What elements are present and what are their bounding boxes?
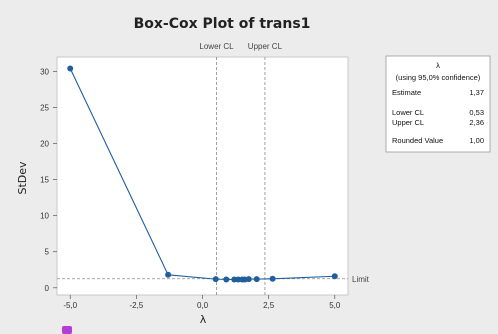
axes-layer: -5,0 -2,5 0,0 2,5 5,0 0 5 10 15 20 25 30 — [40, 67, 341, 310]
legend-subheader: (using 95,0% confidence) — [396, 73, 481, 82]
y-tick-label: 10 — [40, 212, 49, 221]
legend-row-label: Lower CL — [392, 108, 424, 117]
x-tick-label: -5,0 — [63, 301, 77, 310]
data-point — [212, 276, 219, 283]
x-tick-label: 2,5 — [263, 301, 275, 310]
data-point — [331, 273, 338, 280]
legend-row-value: 1,00 — [469, 136, 484, 145]
legend-row-label: Rounded Value — [392, 136, 443, 145]
y-tick-label: 0 — [45, 284, 50, 293]
data-point — [67, 65, 74, 72]
plot-area — [56, 56, 349, 296]
legend-row-value: 1,37 — [469, 88, 484, 97]
y-axis-label: StDev — [16, 161, 29, 195]
limit-label: Limit — [352, 275, 370, 284]
legend-header: λ — [436, 61, 440, 70]
legend-row-label: Estimate — [392, 88, 421, 97]
y-tick-label: 5 — [45, 248, 50, 257]
legend-box: λ (using 95,0% confidence) Estimate 1,37… — [385, 55, 491, 153]
x-axis-label: λ — [200, 313, 207, 326]
legend-row-label: Upper CL — [392, 118, 424, 127]
chart-title: Box-Cox Plot of trans1 — [134, 16, 311, 32]
legend-row-value: 2,36 — [469, 118, 484, 127]
x-tick-label: 5,0 — [329, 301, 341, 310]
x-tick-label: -2,5 — [129, 301, 143, 310]
y-tick-label: 30 — [40, 67, 49, 76]
y-tick-label: 15 — [40, 176, 49, 185]
data-point — [165, 271, 172, 278]
y-tick-label: 25 — [40, 103, 49, 112]
app-icon — [62, 326, 72, 334]
series-layer — [67, 65, 338, 283]
reference-lines: Lower CL Upper CL Limit — [57, 42, 370, 295]
y-tick-label: 20 — [40, 140, 49, 149]
lower-cl-label: Lower CL — [199, 42, 234, 51]
x-tick-label: 0,0 — [197, 301, 209, 310]
upper-cl-label: Upper CL — [248, 42, 283, 51]
legend-frame — [385, 55, 491, 153]
data-point — [223, 276, 230, 283]
data-point — [269, 275, 276, 282]
legend-row-value: 0,53 — [469, 108, 484, 117]
data-point — [245, 276, 252, 283]
data-point — [253, 276, 260, 283]
